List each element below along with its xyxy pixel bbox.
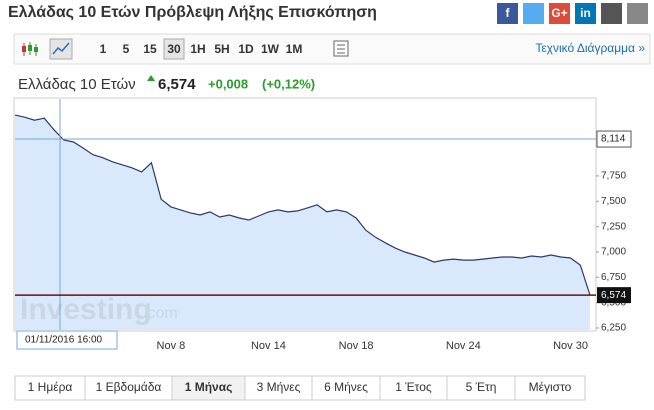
watermark-suffix: .com <box>143 305 178 322</box>
range-tab[interactable] <box>514 375 586 401</box>
area-fill <box>15 115 590 330</box>
candle-icon[interactable] <box>22 42 38 56</box>
range-tab-label[interactable]: 3 Μήνες <box>257 380 301 394</box>
last-price-box <box>597 287 631 304</box>
y-tick-label: 7,750 <box>601 171 626 182</box>
share-icon[interactable] <box>575 3 596 24</box>
interval-active-bg <box>163 38 185 60</box>
crosshair-date: 01/11/2016 16:00 <box>25 335 103 346</box>
range-tab-label[interactable]: 6 Μήνες <box>324 380 368 394</box>
quote-change: +0,008 <box>208 76 248 91</box>
up-arrow <box>147 75 155 81</box>
crosshair-label-box <box>596 130 632 148</box>
range-tab[interactable] <box>244 375 313 401</box>
share-icon-label: f <box>506 6 511 20</box>
x-tick-label: Nov 18 <box>339 340 374 352</box>
crosshair-label: 8,114 <box>601 134 626 145</box>
x-tick-label: Nov 8 <box>157 340 186 352</box>
y-tick-label: 6,750 <box>601 272 626 283</box>
interval-button[interactable]: 1H <box>190 42 205 56</box>
range-tab[interactable] <box>446 375 516 401</box>
share-icon-label: in <box>580 6 591 20</box>
crosshair-date-box <box>16 330 118 350</box>
range-tab-label[interactable]: 1 Έτος <box>395 380 432 394</box>
chart: Investing.com6,2506,5006,7507,0007,2507,… <box>13 97 632 352</box>
range-tab[interactable] <box>84 375 173 401</box>
settings-icon[interactable] <box>333 40 349 57</box>
interval-button[interactable]: 5H <box>214 42 229 56</box>
share-icon[interactable] <box>549 3 570 24</box>
quote-name: Ελλάδας 10 Ετών <box>18 76 136 93</box>
share-icon[interactable] <box>601 3 622 24</box>
y-tick-label: 7,250 <box>601 221 626 232</box>
x-tick-label: Nov 30 <box>553 340 588 352</box>
share-icon[interactable] <box>497 3 518 24</box>
watermark: Investing <box>20 293 152 326</box>
y-tick-label: 7,500 <box>601 196 626 207</box>
x-tick-label: Nov 24 <box>446 340 481 352</box>
share-icon[interactable] <box>523 3 544 24</box>
last-price-label: 6,574 <box>601 290 626 301</box>
interval-button[interactable]: 1D <box>238 42 254 56</box>
range-tab-label[interactable]: Μέγιστο <box>529 380 572 394</box>
range-tab-label[interactable]: 1 Μήνας <box>185 380 233 394</box>
quote-last: 6,574 <box>158 76 196 93</box>
range-tab-label[interactable]: 1 Ημέρα <box>28 380 73 394</box>
page-title: Ελλάδας 10 Ετών Πρόβλεψη Λήξης Επισκόπησ… <box>8 4 377 21</box>
interval-button[interactable]: 15 <box>143 42 157 56</box>
interval-button[interactable]: 5 <box>123 42 130 56</box>
y-tick-label: 6,250 <box>601 323 626 334</box>
toolbar <box>13 33 651 65</box>
line-icon[interactable] <box>49 38 73 60</box>
interval-button[interactable]: 30 <box>167 42 181 56</box>
x-tick-label: Nov 14 <box>251 340 286 352</box>
interval-button[interactable]: 1M <box>286 42 303 56</box>
technical-chart-link[interactable]: Τεχνικό Διάγραμμα » <box>535 41 645 55</box>
share-icon-label: G+ <box>551 6 567 20</box>
range-tab-label[interactable]: 5 Έτη <box>466 380 497 394</box>
range-tab[interactable] <box>311 375 381 401</box>
y-tick-label: 7,000 <box>601 247 626 258</box>
range-tab-label[interactable]: 1 Εβδομάδα <box>96 380 162 394</box>
quote-change-pct: (+0,12%) <box>262 76 315 91</box>
interval-button[interactable]: 1 <box>100 42 107 56</box>
price-line <box>14 114 591 296</box>
share-icon[interactable] <box>627 3 648 24</box>
interval-button[interactable]: 1W <box>261 42 280 56</box>
